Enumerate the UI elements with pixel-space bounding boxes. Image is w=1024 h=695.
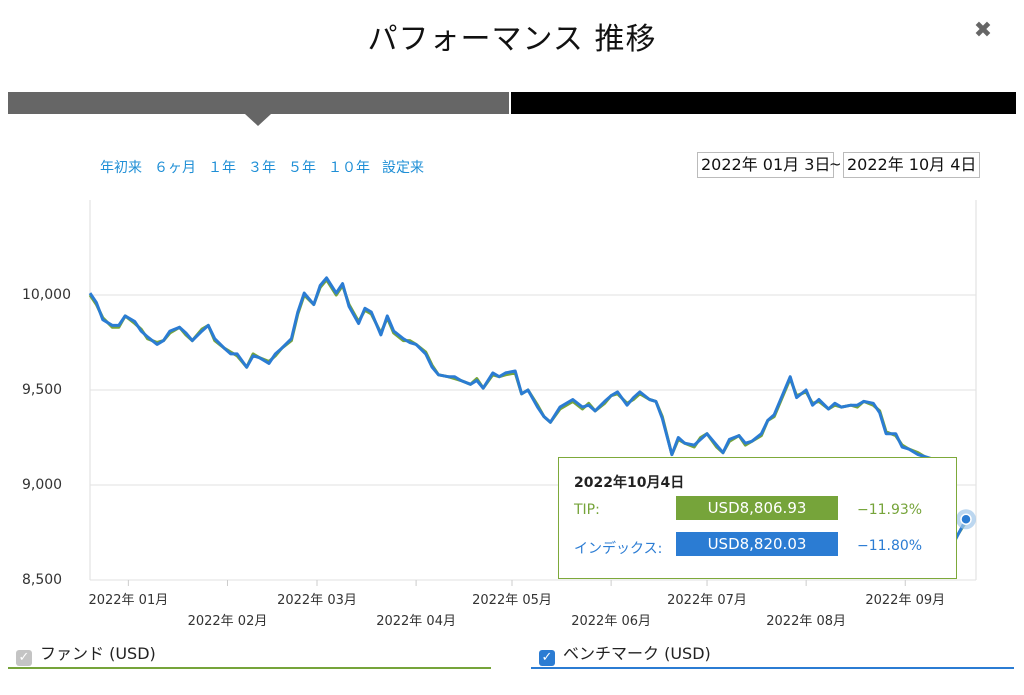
x-tick-label: 2022年 01月: [88, 593, 168, 608]
tooltip-index-value: USD8,820.03: [676, 532, 838, 556]
close-icon[interactable]: ✖: [973, 18, 993, 43]
tab-fund[interactable]: [8, 92, 509, 114]
fund-checkbox-icon[interactable]: ✓: [16, 650, 32, 666]
period-5y[interactable]: ５年: [288, 160, 316, 176]
tooltip-index-pct: −11.80%: [857, 538, 923, 554]
date-range-separator: ~: [829, 155, 842, 173]
x-tick-label: 2022年 08月: [766, 614, 846, 629]
hover-point: [960, 513, 972, 525]
chart-grid: [89, 200, 977, 586]
x-tick-label: 2022年 02月: [188, 614, 268, 629]
tab-benchmark[interactable]: [511, 92, 1016, 114]
performance-chart: 8,500 9,000 9,500 10,000 2022年 01月 2022年 02月…: [22, 200, 977, 629]
x-axis-labels: 2022年 01月 2022年 02月 2022年 03月 2022年 04月 2022…: [88, 593, 945, 629]
x-tick-label: 2022年 09月: [865, 593, 945, 608]
tooltip-fund-pct: −11.93%: [857, 502, 923, 518]
x-tick-label: 2022年 07月: [667, 593, 747, 608]
period-1y[interactable]: １年: [208, 160, 236, 176]
period-10y[interactable]: １０年: [328, 160, 370, 176]
chart-tooltip: 2022年10月4日 TIP: USD8,806.93 −11.93% インデッ…: [558, 457, 957, 579]
period-ytd[interactable]: 年初来: [100, 160, 142, 176]
tooltip-fund-value: USD8,806.93: [676, 496, 838, 520]
tooltip-index-label: インデックス:: [574, 541, 663, 557]
date-from-input[interactable]: 2022年 01月 3日: [697, 152, 835, 178]
legend-benchmark-label: ベンチマーク (USD): [563, 644, 711, 663]
chart-series: [88, 276, 976, 546]
y-tick-label: 9,500: [22, 382, 62, 398]
period-6m[interactable]: ６ヶ月: [154, 160, 196, 176]
legend-benchmark[interactable]: ✓ ベンチマーク (USD): [539, 640, 711, 666]
legend-fund-line: [8, 667, 491, 669]
tab-pointer: [245, 114, 271, 126]
y-tick-label: 9,000: [22, 477, 62, 493]
y-tick-label: 8,500: [22, 572, 62, 588]
period-3y[interactable]: ３年: [248, 160, 276, 176]
benchmark-checkbox-icon[interactable]: ✓: [539, 650, 555, 666]
y-tick-label: 10,000: [22, 287, 71, 303]
y-axis-labels: 8,500 9,000 9,500 10,000: [22, 287, 71, 588]
tooltip-date: 2022年10月4日: [574, 475, 685, 491]
page-title: パフォーマンス 推移: [367, 22, 657, 57]
period-selector: 年初来 ６ヶ月 １年 ３年 ５年 １０年 設定来: [100, 157, 436, 177]
x-tick-label: 2022年 04月: [376, 614, 456, 629]
period-inception[interactable]: 設定来: [382, 160, 424, 176]
legend-benchmark-line: [531, 667, 1014, 669]
tooltip-fund-label: TIP:: [574, 502, 600, 518]
date-to-input[interactable]: 2022年 10月 4日: [843, 152, 981, 178]
x-tick-label: 2022年 05月: [472, 593, 552, 608]
legend-fund[interactable]: ✓ ファンド (USD): [16, 640, 156, 666]
benchmark-series-line: [88, 276, 968, 546]
x-tick-label: 2022年 06月: [571, 614, 651, 629]
legend-fund-label: ファンド (USD): [40, 644, 156, 663]
x-tick-label: 2022年 03月: [277, 593, 357, 608]
